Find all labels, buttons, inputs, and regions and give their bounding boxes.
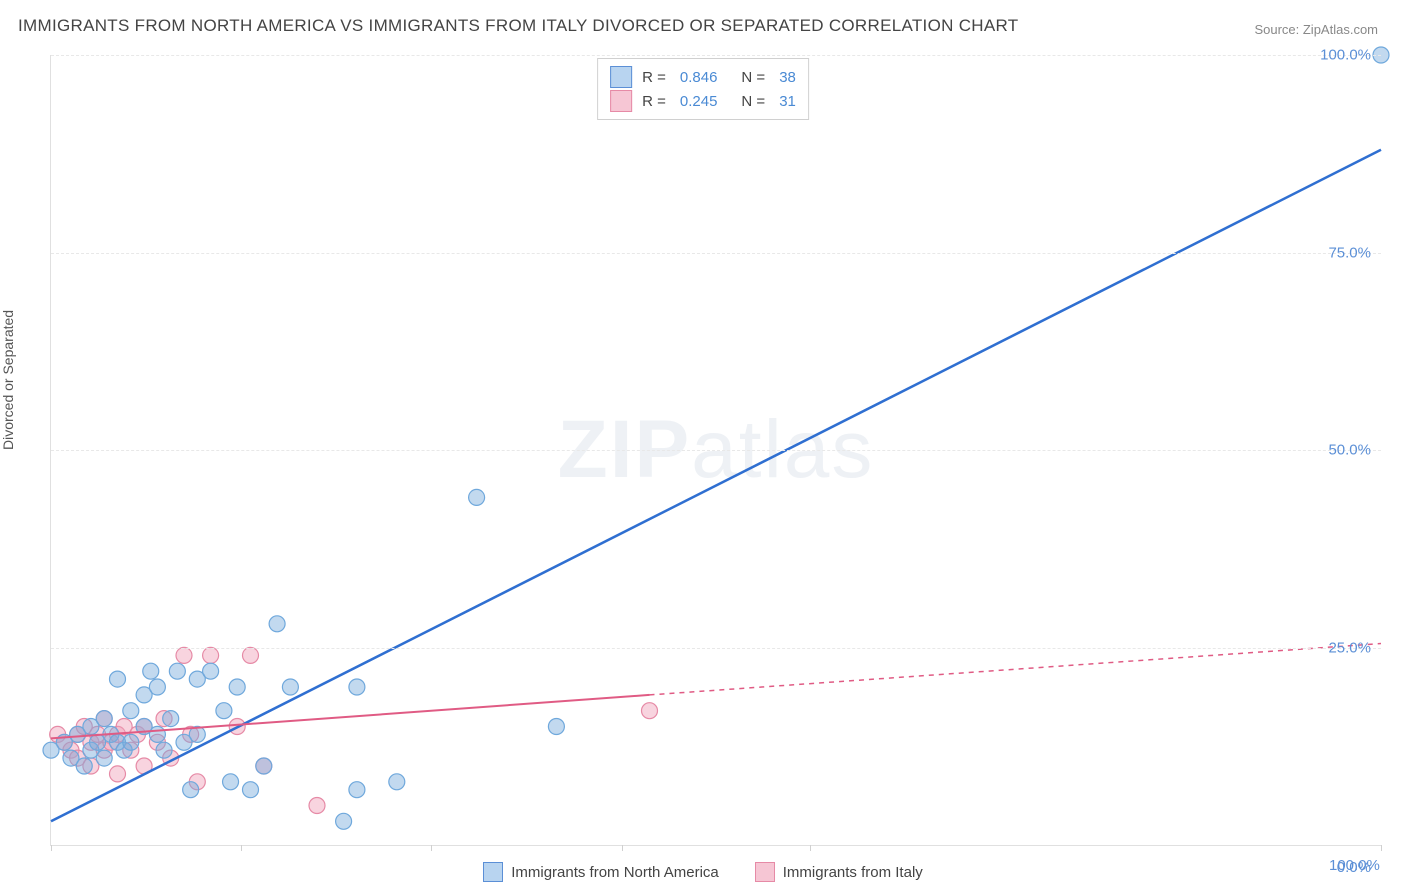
- legend-swatch: [610, 90, 632, 112]
- scatter-point: [282, 679, 298, 695]
- legend-n-label: N =: [741, 93, 765, 110]
- legend-r-label: R =: [642, 93, 666, 110]
- gridline: [51, 450, 1381, 451]
- scatter-point: [243, 647, 259, 663]
- series-legend-item: Immigrants from North America: [483, 862, 719, 882]
- scatter-point: [149, 726, 165, 742]
- scatter-point: [269, 616, 285, 632]
- legend-r-value: 0.245: [680, 93, 718, 110]
- xtick: [1381, 845, 1382, 851]
- scatter-point: [123, 703, 139, 719]
- legend-r-label: R =: [642, 69, 666, 86]
- series-legend: Immigrants from North America Immigrants …: [0, 862, 1406, 886]
- scatter-point: [642, 703, 658, 719]
- source-label: Source: ZipAtlas.com: [1254, 22, 1378, 37]
- scatter-point: [548, 719, 564, 735]
- scatter-point: [96, 750, 112, 766]
- series-legend-item: Immigrants from Italy: [755, 862, 923, 882]
- chart-title: IMMIGRANTS FROM NORTH AMERICA VS IMMIGRA…: [18, 16, 1018, 36]
- legend-swatch: [483, 862, 503, 882]
- legend-n-label: N =: [741, 69, 765, 86]
- xtick: [431, 845, 432, 851]
- legend-r-value: 0.846: [680, 69, 718, 86]
- scatter-point: [76, 758, 92, 774]
- scatter-point: [216, 703, 232, 719]
- scatter-point: [203, 663, 219, 679]
- scatter-point: [309, 798, 325, 814]
- gridline: [51, 55, 1381, 56]
- series-legend-label: Immigrants from Italy: [783, 864, 923, 881]
- scatter-point: [256, 758, 272, 774]
- legend-swatch: [610, 66, 632, 88]
- scatter-point: [183, 782, 199, 798]
- xtick: [241, 845, 242, 851]
- scatter-point: [110, 671, 126, 687]
- plot-area: ZIPatlas 0.0%25.0%50.0%75.0%100.0%100.0%: [50, 55, 1381, 846]
- legend-stat-row: R = 0.245 N = 31: [610, 90, 796, 112]
- scatter-point: [143, 663, 159, 679]
- gridline: [51, 253, 1381, 254]
- xtick: [51, 845, 52, 851]
- scatter-point: [96, 711, 112, 727]
- xtick: [810, 845, 811, 851]
- legend-n-value: 31: [779, 93, 796, 110]
- legend-n-value: 38: [779, 69, 796, 86]
- ytick-label: 25.0%: [1328, 639, 1371, 656]
- scatter-point: [156, 742, 172, 758]
- trendline-pink-ext: [650, 644, 1382, 695]
- scatter-point: [203, 647, 219, 663]
- ytick-label: 50.0%: [1328, 442, 1371, 459]
- scatter-point: [349, 782, 365, 798]
- scatter-point: [123, 734, 139, 750]
- scatter-point: [223, 774, 239, 790]
- trendline-blue: [51, 150, 1381, 822]
- scatter-point: [389, 774, 405, 790]
- scatter-point: [229, 679, 245, 695]
- scatter-point: [176, 647, 192, 663]
- scatter-point: [163, 711, 179, 727]
- scatter-point: [149, 679, 165, 695]
- ytick-label: 100.0%: [1320, 47, 1371, 64]
- gridline: [51, 648, 1381, 649]
- legend-stat-row: R = 0.846 N = 38: [610, 66, 796, 88]
- xtick: [622, 845, 623, 851]
- ytick-label: 75.0%: [1328, 244, 1371, 261]
- y-axis-label: Divorced or Separated: [0, 310, 16, 450]
- scatter-point: [349, 679, 365, 695]
- scatter-point: [169, 663, 185, 679]
- stats-legend: R = 0.846 N = 38 R = 0.245 N = 31: [597, 58, 809, 120]
- scatter-point: [110, 766, 126, 782]
- scatter-point: [469, 489, 485, 505]
- legend-swatch: [755, 862, 775, 882]
- series-legend-label: Immigrants from North America: [511, 864, 719, 881]
- scatter-point: [243, 782, 259, 798]
- scatter-point: [336, 813, 352, 829]
